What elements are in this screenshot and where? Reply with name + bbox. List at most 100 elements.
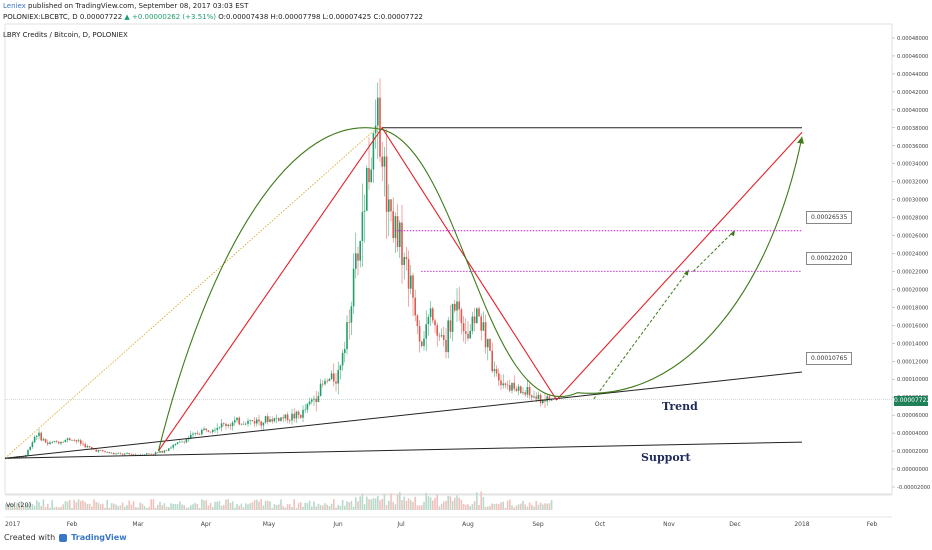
x-tick-label-0: 2017 (5, 521, 20, 528)
x-tick-label-9: Oct (595, 521, 606, 528)
volume-bar-89 (201, 499, 203, 510)
volume-bar-189 (421, 505, 423, 510)
candle-body-21 (51, 442, 53, 443)
volume-bar-199 (443, 501, 445, 510)
volume-bar-131 (293, 499, 295, 510)
price-label-3: 0.00010765 (806, 352, 853, 365)
candle-body-248 (550, 399, 553, 401)
volume-bar-95 (214, 501, 216, 510)
candle-body-186 (414, 297, 416, 316)
volume-bar-203 (451, 501, 454, 510)
candle-body-32 (75, 440, 78, 442)
candle-body-190 (423, 338, 425, 347)
volume-bar-43 (99, 504, 102, 510)
candle-body-26 (62, 442, 64, 443)
volume-bar-162 (361, 493, 364, 510)
candle-body-51 (117, 452, 119, 454)
volume-bar-202 (449, 496, 452, 510)
volume-bar-97 (218, 501, 221, 510)
candle-body-95 (214, 429, 216, 431)
candle-body-53 (121, 453, 124, 455)
x-tick-label-7: Aug (462, 521, 474, 528)
volume-bar-0 (5, 504, 7, 510)
candle-body-57 (130, 454, 133, 455)
volume-bar-154 (344, 505, 346, 510)
candle-body-233 (517, 386, 520, 391)
candle-body-188 (418, 326, 421, 342)
candle-body-145 (324, 380, 326, 385)
candle-body-112 (251, 420, 254, 422)
candle-body-148 (330, 373, 333, 379)
candle-body-166 (370, 169, 372, 183)
volume-bar-172 (383, 493, 386, 510)
volume-bar-2 (9, 503, 12, 510)
candle-body-56 (128, 453, 130, 455)
candle-body-69 (157, 452, 159, 453)
volume-bar-147 (328, 506, 331, 510)
candle-body-129 (289, 420, 291, 421)
volume-bar-178 (396, 494, 399, 510)
volume-bar-170 (379, 500, 381, 510)
candle-body-187 (416, 315, 419, 327)
volume-bar-148 (330, 503, 333, 510)
volume-bar-228 (506, 500, 509, 510)
author-link[interactable]: Leniex (3, 2, 26, 10)
volume-bar-118 (264, 500, 267, 510)
volume-bar-4 (14, 506, 16, 510)
volume-bar-139 (311, 506, 313, 510)
volume-bar-38 (88, 503, 91, 510)
tradingview-logo[interactable]: TradingView (71, 533, 127, 542)
y-tick-label-16: 0.00016000 (897, 323, 928, 329)
candle-body-203 (451, 303, 454, 332)
volume-bar-17 (42, 499, 45, 510)
volume-bar-179 (399, 492, 401, 510)
candle-body-127 (284, 414, 287, 419)
candle-body-132 (295, 411, 298, 419)
volume-bar-111 (249, 503, 251, 510)
volume-bar-32 (75, 502, 78, 510)
candle-body-14 (36, 436, 38, 437)
volume-bar-87 (196, 503, 199, 510)
candle-body-223 (495, 369, 498, 374)
volume-bar-166 (370, 499, 372, 510)
volume-bar-39 (91, 506, 93, 510)
candle-body-39 (91, 447, 93, 449)
volume-bar-160 (357, 501, 359, 510)
volume-bar-129 (289, 504, 291, 510)
candle-body-175 (390, 199, 392, 212)
y-tick-label-19: 0.00010000 (897, 377, 928, 383)
candle-body-184 (410, 275, 412, 289)
candle-body-207 (460, 309, 463, 324)
volume-bar-85 (192, 504, 194, 510)
candle-body-140 (313, 398, 315, 400)
volume-bar-41 (95, 502, 97, 510)
candle-body-246 (546, 396, 548, 402)
volume-bar-157 (350, 501, 353, 510)
candle-body-189 (421, 341, 423, 347)
x-tick-label-1: Feb (67, 521, 78, 528)
candle-body-121 (271, 419, 273, 422)
volume-bar-161 (359, 496, 361, 510)
volume-bar-84 (190, 505, 192, 510)
volume-bar-158 (352, 506, 355, 510)
candle-body-76 (172, 445, 174, 448)
volume-bar-16 (40, 506, 42, 510)
volume-bar-137 (306, 503, 309, 510)
volume-bar-49 (113, 503, 115, 510)
volume-bar-135 (302, 506, 304, 510)
candle-body-136 (304, 409, 306, 411)
candle-body-229 (509, 385, 511, 391)
candle-body-174 (388, 199, 390, 212)
volume-bar-230 (511, 505, 513, 510)
volume-bar-81 (183, 505, 185, 510)
candle-body-160 (357, 253, 359, 261)
candle-body-202 (449, 320, 452, 332)
candle-body-71 (161, 451, 163, 453)
candle-body-102 (229, 424, 232, 426)
volume-bar-188 (418, 505, 421, 510)
candle-body-141 (315, 398, 317, 403)
candle-body-159 (355, 253, 357, 269)
volume-bar-215 (478, 504, 480, 510)
